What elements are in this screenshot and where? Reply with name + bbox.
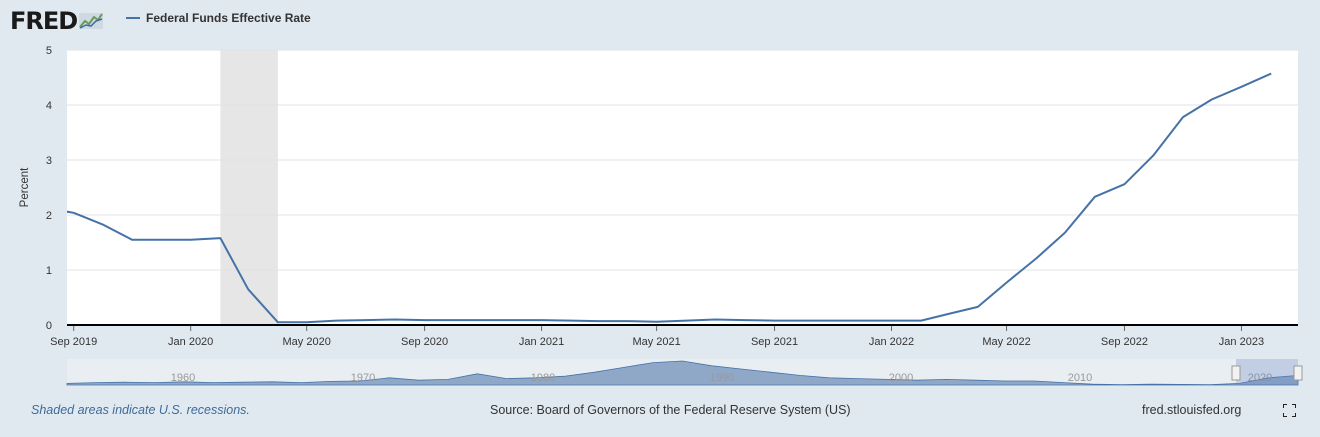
x-tick-label: Sep 2022: [1101, 336, 1148, 348]
navigator-year-label: 2020: [1248, 372, 1272, 384]
navigator-handle[interactable]: [1231, 365, 1241, 381]
recession-shade: [220, 50, 278, 325]
navigator-year-label: 2000: [889, 372, 913, 384]
chart-legend[interactable]: Federal Funds Effective Rate: [126, 11, 311, 25]
y-tick-label: 0: [46, 320, 52, 332]
legend-label: Federal Funds Effective Rate: [146, 11, 311, 25]
y-tick-label: 5: [46, 45, 52, 57]
x-tick-label: Sep 2021: [751, 336, 798, 348]
legend-swatch: [126, 17, 140, 19]
x-tick-label: May 2020: [283, 336, 331, 348]
fred-logo[interactable]: FRED: [10, 7, 104, 35]
navigator-year-label: 1980: [531, 372, 555, 384]
y-tick-label: 2: [46, 210, 52, 222]
x-tick-label: May 2022: [982, 336, 1030, 348]
y-axis-label: Percent: [19, 167, 31, 207]
site-link[interactable]: fred.stlouisfed.org: [1142, 403, 1242, 417]
fullscreen-icon[interactable]: [1283, 404, 1296, 417]
y-tick-label: 1: [46, 265, 52, 277]
x-tick-label: Jan 2021: [519, 336, 564, 348]
navigator-year-label: 2010: [1068, 372, 1092, 384]
navigator-year-label: 1960: [171, 372, 195, 384]
logo-text: FRED: [10, 7, 78, 35]
x-tick-label: Sep 2019: [50, 336, 97, 348]
x-tick-label: Jan 2020: [168, 336, 213, 348]
navigator-selection[interactable]: [1236, 359, 1298, 385]
navigator-year-label: 1990: [710, 372, 734, 384]
navigator-silhouette: [66, 360, 1299, 386]
series-line[interactable]: [44, 72, 1272, 324]
x-tick-label: May 2021: [632, 336, 680, 348]
recession-note: Shaded areas indicate U.S. recessions.: [31, 403, 250, 417]
navigator-year-label: 1970: [351, 372, 375, 384]
source-note: Source: Board of Governors of the Federa…: [490, 403, 851, 417]
x-tick-label: Jan 2022: [869, 336, 914, 348]
navigator-handle[interactable]: [1293, 365, 1303, 381]
fred-chart-logo-icon: [79, 13, 104, 29]
y-tick-label: 3: [46, 155, 52, 167]
y-tick-label: 4: [46, 100, 52, 112]
x-tick-label: Jan 2023: [1219, 336, 1264, 348]
x-tick-label: Sep 2020: [401, 336, 448, 348]
